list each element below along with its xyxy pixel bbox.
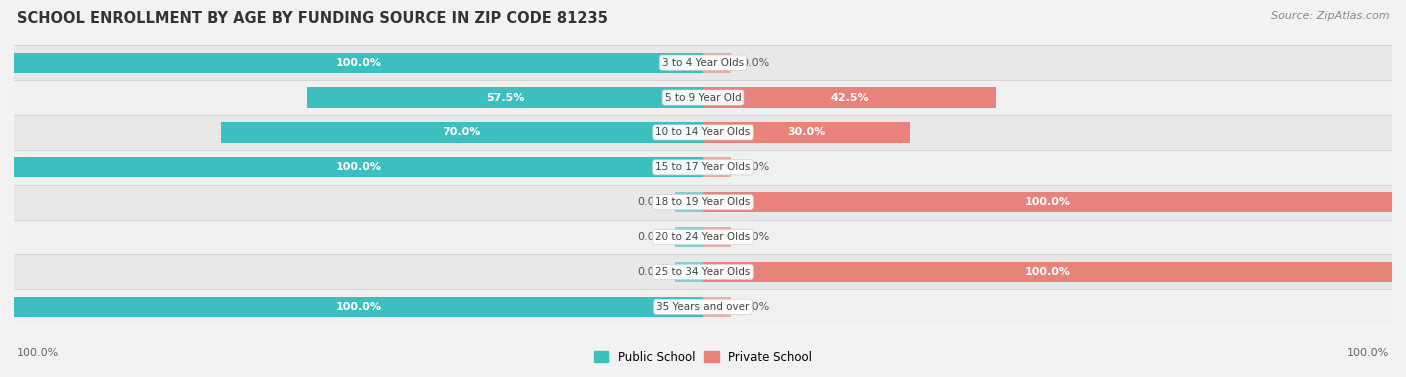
Bar [14, 185, 1392, 219]
Text: 100.0%: 100.0% [336, 58, 381, 68]
Text: 10 to 14 Year Olds: 10 to 14 Year Olds [655, 127, 751, 138]
Bar [675, 192, 703, 212]
Bar [221, 122, 703, 143]
Text: 0.0%: 0.0% [741, 302, 769, 312]
Legend: Public School, Private School: Public School, Private School [589, 346, 817, 369]
Text: 30.0%: 30.0% [787, 127, 825, 138]
Bar [703, 297, 731, 317]
Text: 18 to 19 Year Olds: 18 to 19 Year Olds [655, 197, 751, 207]
Bar [703, 87, 995, 108]
Bar [14, 115, 1392, 150]
Bar [703, 122, 910, 143]
Bar [703, 52, 731, 73]
Text: 0.0%: 0.0% [741, 232, 769, 242]
Text: 25 to 34 Year Olds: 25 to 34 Year Olds [655, 267, 751, 277]
Bar [14, 52, 703, 73]
Text: 0.0%: 0.0% [637, 197, 665, 207]
Bar [703, 262, 1392, 282]
Text: 100.0%: 100.0% [336, 302, 381, 312]
Text: 42.5%: 42.5% [830, 92, 869, 103]
Bar [14, 219, 1392, 254]
Text: SCHOOL ENROLLMENT BY AGE BY FUNDING SOURCE IN ZIP CODE 81235: SCHOOL ENROLLMENT BY AGE BY FUNDING SOUR… [17, 11, 607, 26]
Text: 0.0%: 0.0% [741, 162, 769, 172]
Text: 15 to 17 Year Olds: 15 to 17 Year Olds [655, 162, 751, 172]
Bar [675, 262, 703, 282]
Bar [14, 289, 1392, 324]
Text: 35 Years and over: 35 Years and over [657, 302, 749, 312]
Bar [703, 157, 731, 178]
Text: 5 to 9 Year Old: 5 to 9 Year Old [665, 92, 741, 103]
Text: 0.0%: 0.0% [637, 267, 665, 277]
Text: 100.0%: 100.0% [1025, 197, 1070, 207]
Bar [14, 45, 1392, 80]
Text: 100.0%: 100.0% [17, 348, 59, 358]
Text: 20 to 24 Year Olds: 20 to 24 Year Olds [655, 232, 751, 242]
Bar [14, 254, 1392, 290]
Bar [14, 80, 1392, 115]
Text: 100.0%: 100.0% [336, 162, 381, 172]
Bar [14, 157, 703, 178]
Bar [703, 227, 731, 247]
Bar [307, 87, 703, 108]
Bar [703, 192, 1392, 212]
Text: 100.0%: 100.0% [1025, 267, 1070, 277]
Text: 0.0%: 0.0% [637, 232, 665, 242]
Bar [14, 150, 1392, 185]
Bar [675, 227, 703, 247]
Text: 0.0%: 0.0% [741, 58, 769, 68]
Text: 70.0%: 70.0% [443, 127, 481, 138]
Text: Source: ZipAtlas.com: Source: ZipAtlas.com [1271, 11, 1389, 21]
Text: 100.0%: 100.0% [1347, 348, 1389, 358]
Text: 3 to 4 Year Olds: 3 to 4 Year Olds [662, 58, 744, 68]
Bar [14, 297, 703, 317]
Text: 57.5%: 57.5% [485, 92, 524, 103]
